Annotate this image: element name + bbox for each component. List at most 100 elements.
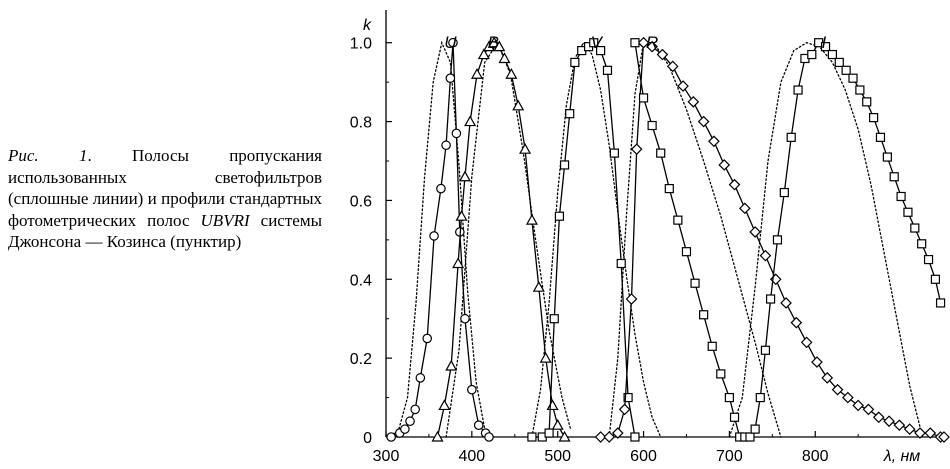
- point-square: [570, 57, 580, 68]
- point-triangle: [438, 399, 451, 411]
- band-label-U: U: [444, 33, 457, 52]
- y-tick-label: 0.8: [350, 115, 372, 132]
- point-diamond: [831, 383, 844, 396]
- point-square: [602, 65, 613, 75]
- point-triangle: [488, 36, 501, 48]
- point-diamond: [738, 202, 751, 215]
- dotted-profile-R: [608, 41, 782, 438]
- point-triangle: [532, 280, 545, 292]
- point-diamond: [759, 249, 772, 262]
- point-circle: [422, 333, 433, 344]
- point-triangle: [455, 209, 468, 221]
- x-axis-label: λ, нм: [883, 448, 921, 465]
- point-circle: [448, 37, 458, 48]
- point-triangle: [458, 170, 471, 182]
- point-triangle: [519, 142, 532, 154]
- point-circle: [441, 140, 451, 151]
- band-label-V: V: [591, 33, 604, 52]
- point-triangle: [464, 115, 477, 127]
- point-diamond: [603, 431, 616, 443]
- point-diamond: [637, 36, 650, 49]
- caption-text-2: системы Джонсона — Козинса (пунктир): [8, 210, 322, 252]
- point-square: [917, 239, 927, 249]
- x-tick-label: 300: [373, 448, 400, 465]
- x-tick-label: 800: [802, 448, 829, 465]
- point-square: [889, 172, 899, 182]
- point-square: [820, 42, 831, 52]
- x-tick-label: 700: [716, 448, 743, 465]
- point-circle: [429, 231, 439, 241]
- point-diamond: [697, 115, 710, 128]
- point-square: [779, 187, 789, 198]
- point-circle: [386, 432, 396, 442]
- point-square: [772, 235, 783, 245]
- point-circle: [460, 313, 470, 324]
- point-square: [729, 412, 740, 422]
- filter-line-V: [531, 41, 636, 438]
- point-square: [882, 152, 892, 162]
- filter-line-I: [634, 41, 942, 438]
- point-square: [609, 148, 619, 158]
- x-tick-label: 600: [630, 448, 657, 465]
- caption-figure-label: Рис. 1: [8, 146, 88, 165]
- point-square: [596, 45, 606, 56]
- dotted-profile-U: [389, 40, 486, 438]
- point-diamond: [852, 399, 865, 412]
- point-diamond: [656, 48, 669, 61]
- point-square: [544, 428, 554, 438]
- point-square: [699, 310, 709, 320]
- point-square: [616, 258, 626, 269]
- point-square: [623, 392, 633, 403]
- y-tick-label: 0.6: [350, 193, 372, 210]
- x-tick-label: 500: [544, 448, 571, 465]
- filter-curves: [386, 36, 950, 443]
- point-square: [786, 132, 796, 142]
- point-square: [745, 432, 755, 442]
- filter-line-U: [390, 42, 490, 438]
- point-square: [656, 148, 666, 158]
- point-square: [549, 314, 559, 324]
- point-square: [807, 49, 817, 60]
- dotted-profile-I: [728, 41, 924, 438]
- point-square: [559, 160, 570, 170]
- point-square: [527, 432, 537, 442]
- point-triangle: [546, 399, 559, 411]
- point-diamond: [780, 297, 792, 309]
- dotted-profile-B: [445, 41, 572, 438]
- point-square: [690, 278, 700, 288]
- band-label-B: B: [488, 33, 499, 52]
- point-circle: [400, 424, 410, 434]
- point-square: [855, 85, 865, 95]
- point-diamond: [625, 293, 638, 305]
- point-square: [869, 113, 879, 123]
- point-diamond: [618, 403, 631, 416]
- point-square: [841, 65, 851, 75]
- point-square: [630, 432, 640, 442]
- point-diamond: [914, 427, 926, 439]
- point-circle: [473, 420, 484, 430]
- point-square: [589, 38, 599, 48]
- point-square: [638, 93, 649, 103]
- point-diamond: [708, 135, 720, 148]
- point-diamond: [728, 178, 741, 191]
- point-diamond: [646, 40, 658, 53]
- point-diamond: [718, 159, 731, 171]
- point-circle: [436, 183, 446, 194]
- point-circle: [415, 373, 426, 383]
- point-triangle: [558, 430, 571, 442]
- axes: 0 0.2 0.4 0.6 0.8 1.0 300 400 500 600 700 800 k λ, нм: [350, 10, 944, 465]
- point-square: [862, 97, 872, 107]
- point-square: [848, 73, 858, 83]
- point-square: [716, 369, 726, 379]
- point-square: [664, 184, 674, 194]
- point-square: [896, 191, 906, 202]
- point-diamond: [938, 431, 950, 443]
- point-triangle: [431, 430, 444, 442]
- point-square: [647, 120, 657, 131]
- point-diamond: [842, 391, 854, 404]
- point-square: [910, 223, 920, 233]
- point-diamond: [893, 419, 906, 432]
- point-triangle: [477, 48, 490, 60]
